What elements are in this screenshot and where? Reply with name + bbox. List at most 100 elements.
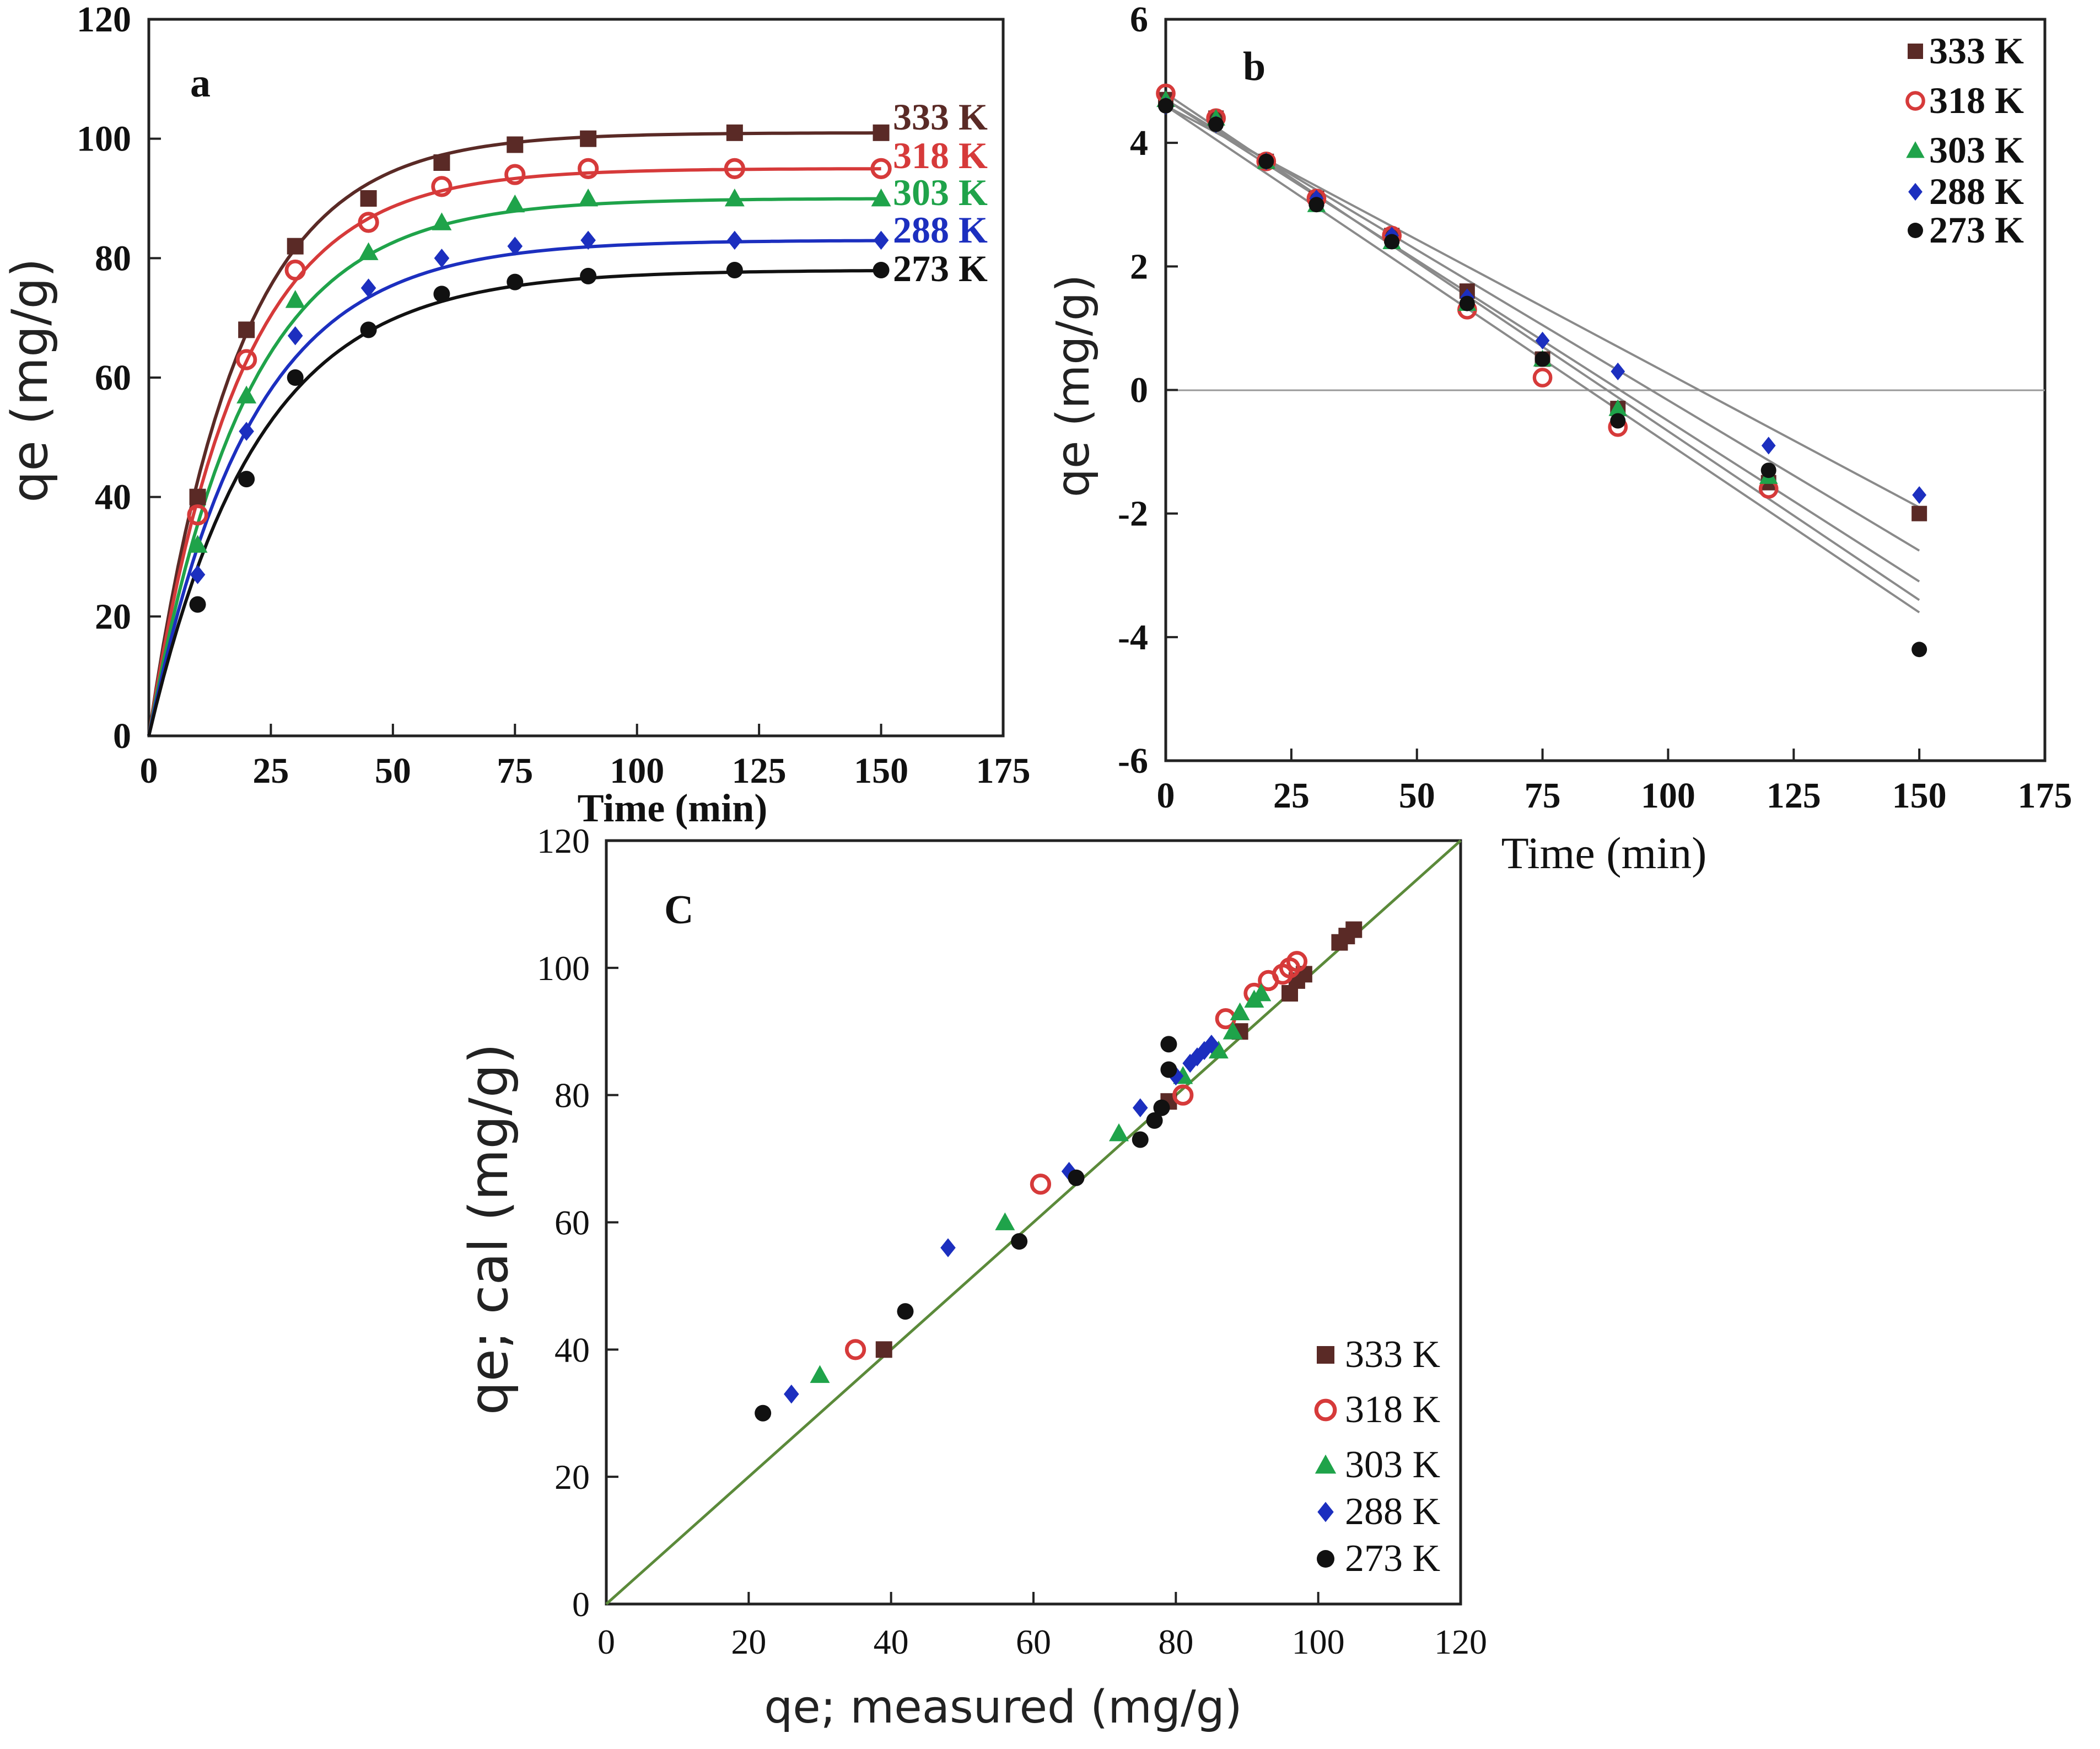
legend-label: 318 K [1345,1389,1440,1431]
point-273K [580,267,597,284]
x-tick-label: 150 [1892,776,1947,816]
legend-label: 273 K [1929,209,2024,251]
x-tick-label: 75 [1525,776,1561,816]
x-tick-label: 20 [731,1622,766,1661]
panel-b-label: b [1243,44,1266,89]
panel-b-ylabel: qe (mg/g) [1047,275,1100,497]
point-273K [507,273,524,290]
point-303K [432,212,452,230]
point-318K [1532,368,1553,388]
point-288K [1761,437,1776,455]
point-333K [433,154,450,171]
x-tick-label: 100 [1292,1622,1345,1661]
panel-b: 0 25 50 75 100 125 150 175 -6 -4 -2 0 2 4 6 333 K 318 K… [1047,0,2072,878]
point-288K [360,278,376,298]
panel-a-xlabel: Time (min) [578,786,768,830]
fit-curve-333K [147,131,881,736]
y-tick-label: 20 [95,596,131,637]
point-273K [1911,642,1927,658]
legend-entry: 273 K [893,247,988,289]
point-288K [727,230,742,250]
legend-marker-273K [1317,1550,1334,1568]
point-318K [1286,951,1308,972]
point-318K [1030,1174,1052,1195]
panel-a-ylabel: qe (mg/g) [1,258,59,503]
point-333K [875,1341,892,1358]
legend-label: 333 K [1345,1333,1440,1376]
y-tick-label: -2 [1118,494,1148,534]
panel-b-ticks: 0 25 50 75 100 125 150 175 -6 -4 -2 0 2 4 6 [1118,0,2072,816]
y-tick-label: 0 [113,716,131,756]
point-273K [1160,1061,1177,1078]
panel-c-points [755,921,1363,1422]
panel-a-points [187,124,892,613]
point-318K [236,349,257,370]
point-318K [724,158,745,179]
legend-label: 303 K [1345,1444,1440,1486]
point-303K [1208,1040,1229,1059]
y-tick-label: 0 [1130,370,1148,411]
point-303K [358,242,379,260]
point-303K [1251,983,1272,1002]
point-273K [1153,1099,1170,1116]
point-333K [360,190,377,207]
point-273K [1068,1169,1085,1186]
point-273K [755,1404,772,1422]
point-303K [1608,399,1628,416]
x-tick-label: 25 [1273,776,1310,816]
point-273K [433,286,450,303]
panel-a-label: a [190,61,211,106]
panel-a: 0 25 50 75 100 125 150 175 0 20 40 60 80 100 120 333 K… [1,0,1031,830]
point-273K [1146,1112,1163,1129]
point-333K [287,238,304,255]
x-tick-label: 40 [874,1622,909,1661]
legend-label: 303 K [1929,129,2024,171]
fit-curve-288K [147,239,881,736]
x-tick-label: 175 [976,751,1031,791]
point-273K [287,369,304,386]
point-303K [578,189,599,207]
y-tick-label: 0 [572,1585,590,1624]
point-333K [1911,505,1927,521]
point-288K [434,249,450,268]
legend-entry: 288 K [893,209,988,251]
x-tick-label: 125 [1767,776,1821,816]
x-tick-label: 25 [252,751,289,791]
point-273K [1160,1036,1177,1053]
legend-label: 273 K [1345,1537,1440,1580]
point-288K [190,565,206,584]
y-tick-label: 60 [95,358,131,398]
y-tick-label: 120 [77,0,131,40]
point-288K [580,230,596,250]
x-tick-label: 125 [732,751,787,791]
point-288K [1189,1047,1205,1067]
y-tick-label: 2 [1130,246,1148,287]
panel-a-fit-curves [147,131,881,736]
point-303K [1109,1123,1129,1142]
point-333K [580,130,597,147]
point-303K [724,189,745,207]
fit-curve-318K [147,167,881,736]
point-288K [1535,331,1550,349]
point-288K [1912,486,1927,504]
legend-label: 288 K [1929,170,2024,212]
point-273K [1258,153,1274,169]
legend-entry: 318 K [893,134,988,176]
point-273K [897,1303,914,1320]
y-tick-label: 60 [554,1203,590,1242]
x-tick-label: 75 [497,751,533,791]
y-tick-label: 40 [554,1330,590,1369]
panel-c-label: C [664,887,693,933]
point-273K [1011,1233,1028,1250]
point-303K [236,385,257,403]
point-273K [238,471,255,488]
point-273K [1208,116,1224,132]
point-273K [726,262,743,278]
panel-a-ticks: 0 25 50 75 100 125 150 175 0 20 40 60 80 100 120 [77,0,1031,791]
x-tick-label: 50 [1399,776,1435,816]
point-303K [505,194,525,213]
panel-b-xlabel: Time (min) [1501,828,1707,878]
y-tick-label: 40 [95,477,131,518]
